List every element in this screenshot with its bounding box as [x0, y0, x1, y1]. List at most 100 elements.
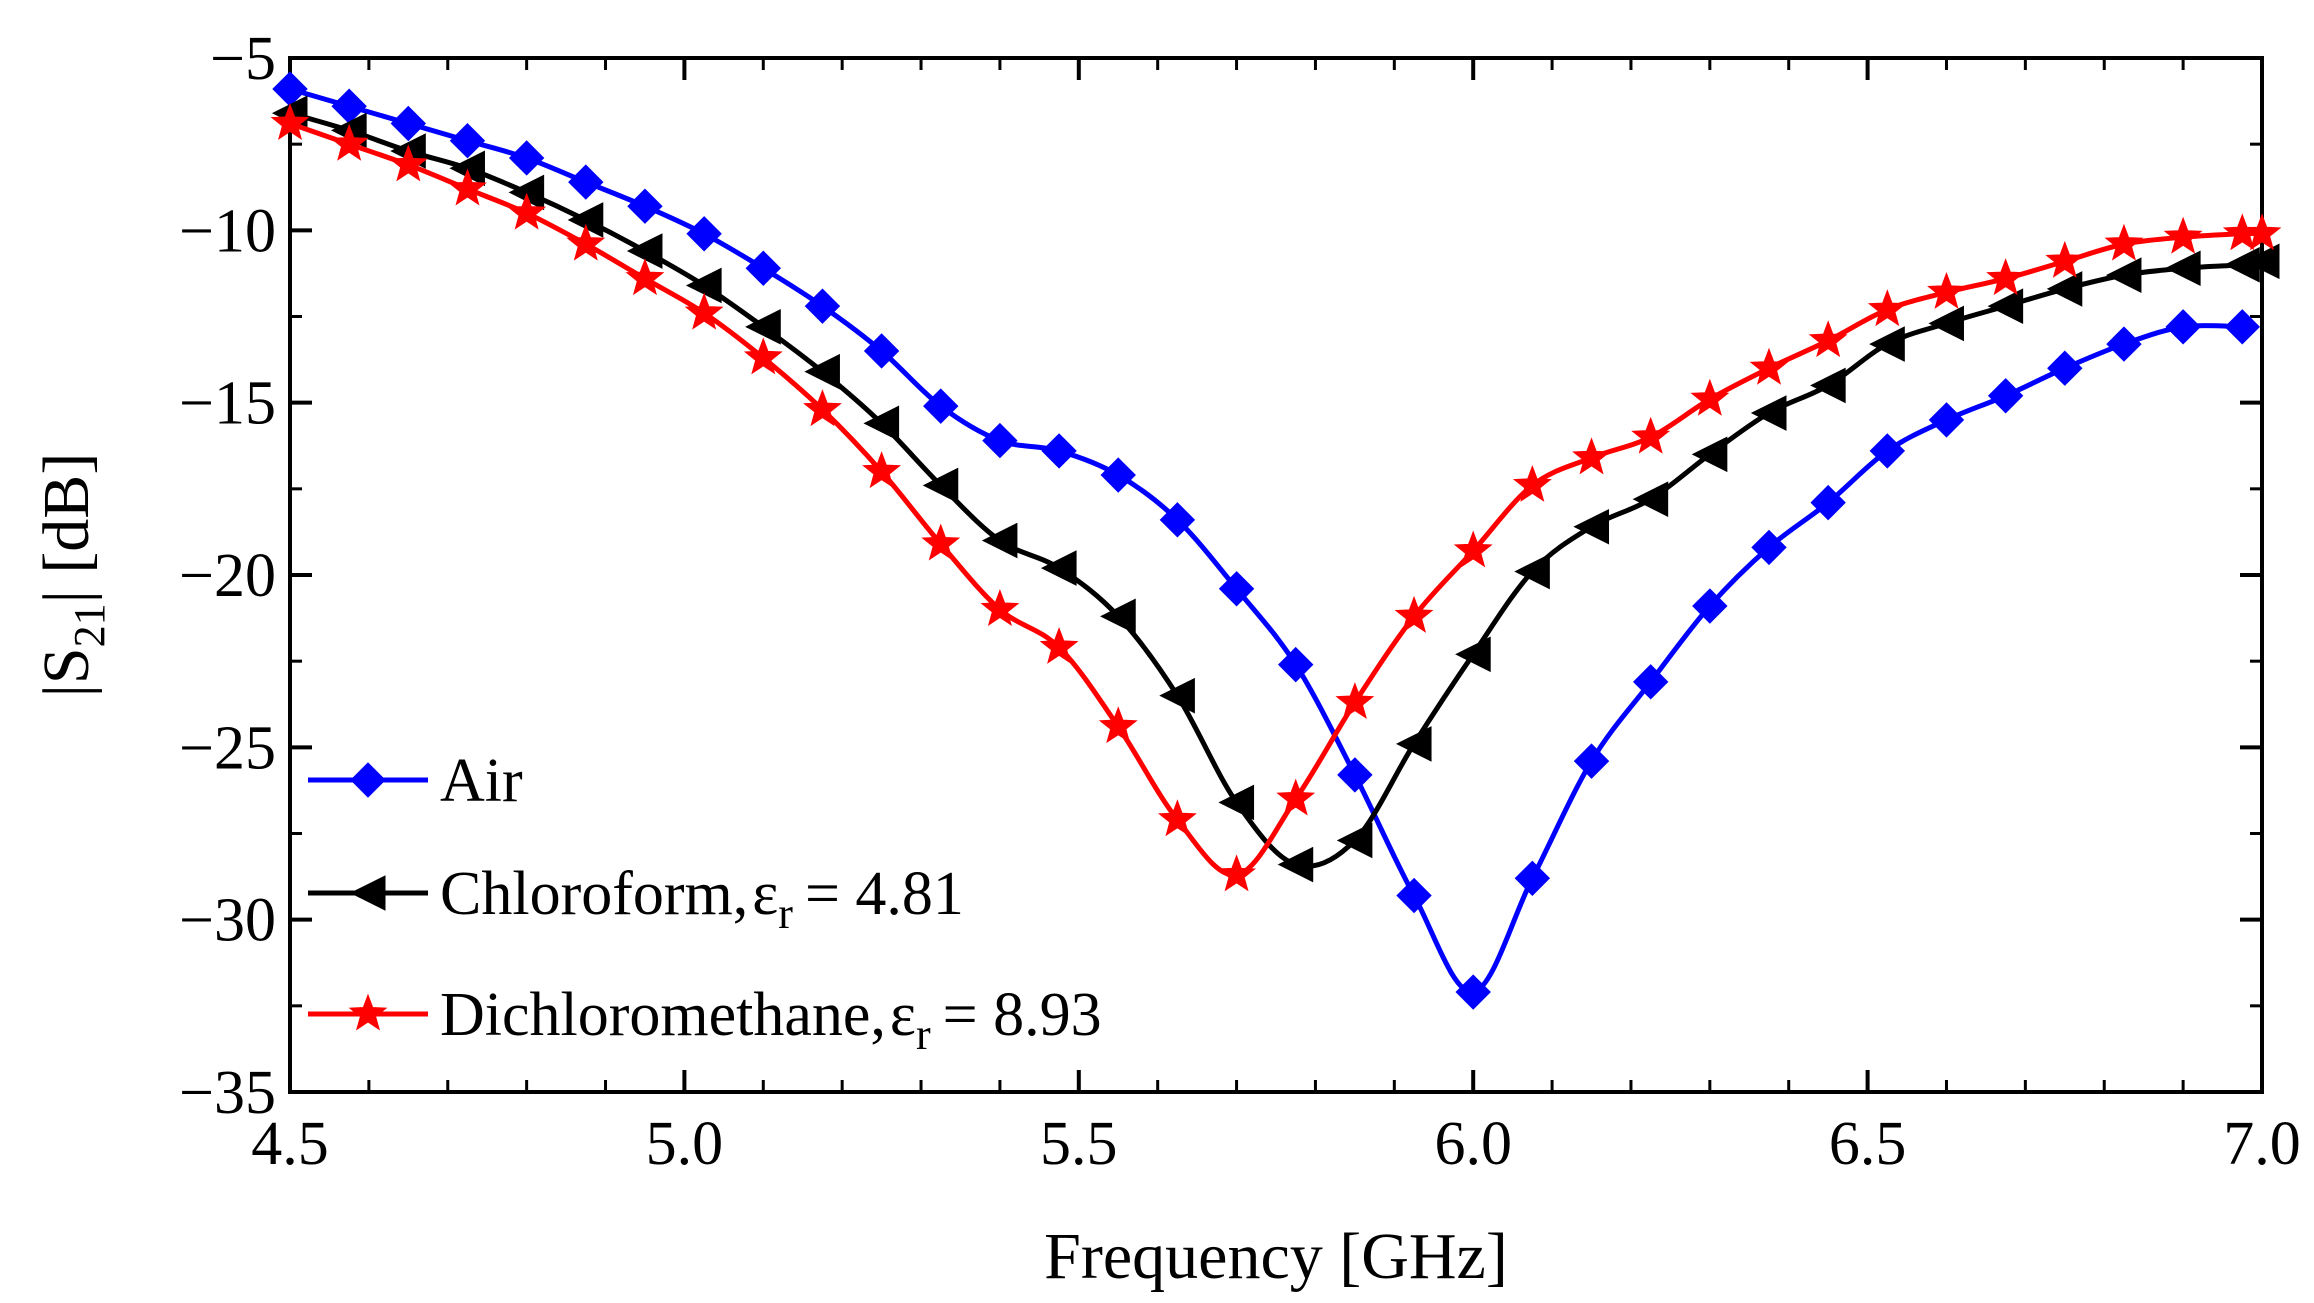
legend-symbol: ε [752, 860, 778, 928]
data-point [1100, 457, 1136, 493]
y-axis-title: |S21| [dB] [30, 453, 114, 698]
data-point [1750, 395, 1787, 431]
data-point [1987, 288, 2024, 324]
y-tick-label: −15 [179, 370, 276, 438]
data-point [921, 523, 961, 561]
data-point [1041, 433, 1077, 469]
data-point [627, 188, 663, 224]
data-point [1277, 846, 1314, 883]
data-point [1810, 484, 1846, 521]
data-point [448, 168, 487, 206]
data-point [390, 105, 427, 142]
legend-main: Air [440, 747, 523, 815]
legend-main: Dichloromethane, [440, 981, 886, 1049]
data-point [743, 337, 783, 375]
y-title-subscript: 21 [65, 603, 114, 647]
series-dichloromethane [270, 103, 2282, 892]
series-chloroform [271, 95, 2280, 883]
data-point [1749, 347, 1789, 385]
data-point [1157, 799, 1197, 837]
data-point [863, 405, 900, 442]
x-axis-title: Frequency [GHz] [1044, 1220, 1508, 1293]
data-point [1869, 326, 1905, 362]
y-tick-label: −20 [179, 542, 276, 610]
data-point [507, 192, 547, 230]
data-point [1453, 530, 1493, 568]
y-tick-label: −25 [179, 714, 276, 782]
data-point [1691, 436, 1728, 473]
data-point [1573, 508, 1610, 545]
series-air [272, 71, 2260, 1010]
data-point [1867, 289, 1907, 327]
data-point [745, 250, 781, 286]
data-point [568, 164, 604, 200]
data-point [1927, 271, 1966, 309]
data-point [2106, 326, 2142, 362]
data-point [1928, 305, 1964, 342]
y-tick-label: −35 [179, 1059, 276, 1127]
data-point [2105, 257, 2142, 293]
data-point [1869, 433, 1906, 469]
legend-label: Air [440, 747, 523, 815]
data-point [863, 333, 900, 369]
data-point [1159, 677, 1195, 714]
legend-main: Chloroform, [440, 860, 748, 928]
data-point [745, 309, 781, 345]
legend-subscript: r [778, 889, 793, 938]
data-point [566, 223, 606, 261]
data-point [270, 103, 310, 141]
data-point [1514, 860, 1551, 897]
data-point [1159, 502, 1196, 538]
data-point [1690, 378, 1730, 416]
data-point [1631, 416, 1671, 454]
data-point [1512, 464, 1552, 502]
data-point [2165, 309, 2201, 345]
y-tick-label: −5 [210, 25, 276, 93]
data-point [1986, 258, 2026, 296]
data-point [1514, 553, 1550, 590]
axes-group: 4.5 5.0 5.5 6.0 6.5 7.0 −35 −30 −25 −20 −15 −10 −5 [179, 25, 2301, 1178]
data-point [1218, 571, 1255, 607]
data-point [1276, 778, 1316, 816]
data-point [1098, 706, 1138, 744]
x-tick-label: 5.0 [646, 1110, 724, 1178]
y-tick-label: −30 [179, 887, 276, 955]
data-point [1455, 636, 1491, 673]
y-title-prefix: |S [30, 647, 103, 697]
data-point [1040, 550, 1077, 586]
data-point [2163, 216, 2203, 254]
data-point [1396, 877, 1432, 914]
legend-subscript: r [916, 1010, 931, 1059]
x-tick-label: 7.0 [2223, 1110, 2301, 1178]
y-tick-label: −10 [179, 197, 276, 265]
data-point [449, 123, 486, 159]
x-tick-label: 6.5 [1829, 1110, 1907, 1178]
data-point [508, 140, 545, 176]
legend-marker [350, 762, 386, 798]
data-point [1039, 626, 1079, 664]
legend-value: = 8.93 [943, 981, 1102, 1049]
data-point [1217, 854, 1256, 892]
data-point [804, 288, 841, 324]
data-point [2104, 223, 2144, 261]
data-point [1394, 595, 1434, 633]
data-point [1335, 682, 1375, 720]
x-tick-label: 6.0 [1434, 1110, 1512, 1178]
data-point [1808, 320, 1848, 358]
data-point [862, 451, 902, 489]
data-point [1632, 664, 1669, 700]
legend-label: Chloroform,εr = 4.81 [440, 860, 964, 938]
legend-item-dichloromethane: Dichloromethane,εr = 8.93 [308, 981, 1102, 1059]
data-point [981, 522, 1018, 559]
data-point [388, 144, 428, 182]
legend-marker [349, 875, 386, 911]
data-point [684, 292, 724, 330]
data-point [2165, 250, 2201, 287]
data-point [1218, 784, 1255, 821]
data-point [1810, 367, 1846, 404]
data-point [982, 422, 1018, 459]
data-point [1632, 481, 1669, 517]
data-point [625, 258, 665, 296]
